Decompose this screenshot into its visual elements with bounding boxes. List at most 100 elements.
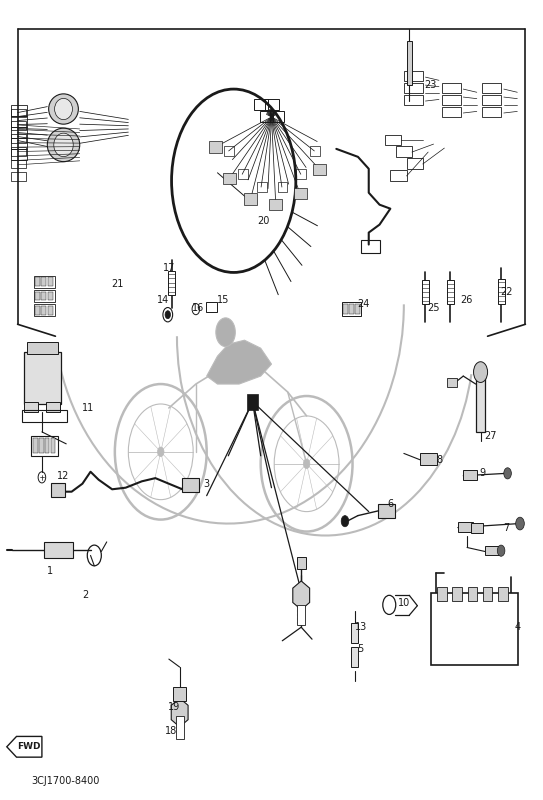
Bar xyxy=(351,623,358,643)
Bar xyxy=(471,522,483,533)
Text: 14: 14 xyxy=(157,295,169,306)
Bar xyxy=(265,99,279,110)
Bar xyxy=(209,142,222,153)
Text: 7: 7 xyxy=(503,522,510,533)
Ellipse shape xyxy=(54,133,73,157)
Circle shape xyxy=(473,362,488,382)
Bar xyxy=(34,304,55,316)
Bar xyxy=(269,199,282,210)
Text: FWD: FWD xyxy=(17,742,40,751)
Bar xyxy=(48,278,53,286)
Bar xyxy=(35,291,40,300)
Bar xyxy=(441,82,460,93)
Text: 13: 13 xyxy=(355,622,367,632)
Bar xyxy=(404,82,423,93)
Text: 25: 25 xyxy=(427,303,440,314)
Bar xyxy=(407,158,423,169)
Bar xyxy=(22,410,67,422)
Bar xyxy=(41,291,46,300)
Bar xyxy=(34,290,55,302)
Circle shape xyxy=(516,517,525,530)
Bar xyxy=(41,306,46,314)
Text: 11: 11 xyxy=(81,403,94,413)
Bar xyxy=(11,127,27,138)
Bar xyxy=(206,302,218,312)
Bar xyxy=(11,150,27,160)
Bar xyxy=(404,94,423,105)
Text: 12: 12 xyxy=(58,470,70,481)
Bar xyxy=(48,291,53,300)
Bar xyxy=(11,122,26,130)
Text: 4: 4 xyxy=(514,622,520,632)
Bar xyxy=(11,147,26,156)
Bar xyxy=(294,188,307,199)
Bar xyxy=(254,99,268,110)
Text: 27: 27 xyxy=(484,431,496,441)
Polygon shape xyxy=(293,581,310,610)
Bar xyxy=(48,306,53,314)
Bar xyxy=(298,557,306,569)
Ellipse shape xyxy=(55,98,72,120)
Text: 8: 8 xyxy=(436,454,442,465)
Bar xyxy=(11,106,27,116)
Bar xyxy=(33,438,37,454)
Bar xyxy=(11,116,27,126)
Text: 1: 1 xyxy=(47,566,53,577)
Text: 23: 23 xyxy=(425,80,437,90)
Bar xyxy=(41,278,46,286)
Bar xyxy=(498,279,505,304)
Bar xyxy=(51,438,55,454)
Text: 10: 10 xyxy=(397,598,410,608)
Bar xyxy=(407,42,412,85)
Bar xyxy=(168,271,175,294)
Bar xyxy=(385,134,401,145)
Bar xyxy=(446,281,453,304)
Bar xyxy=(244,194,257,205)
Text: 24: 24 xyxy=(357,299,370,310)
Bar xyxy=(482,106,501,117)
Text: 3CJ1700-8400: 3CJ1700-8400 xyxy=(31,776,99,786)
Circle shape xyxy=(341,515,349,526)
Text: 9: 9 xyxy=(479,468,485,478)
Ellipse shape xyxy=(47,128,80,162)
Text: 18: 18 xyxy=(166,726,178,736)
Polygon shape xyxy=(171,698,188,727)
Circle shape xyxy=(165,310,171,318)
Bar xyxy=(483,586,493,601)
Bar xyxy=(463,470,477,480)
Bar xyxy=(51,483,65,498)
Bar xyxy=(468,586,477,601)
Bar xyxy=(24,402,37,412)
Bar xyxy=(260,111,273,122)
Bar xyxy=(396,146,412,157)
Bar xyxy=(182,478,199,493)
Bar xyxy=(11,138,27,149)
Bar xyxy=(35,278,40,286)
Bar xyxy=(355,304,360,314)
Bar xyxy=(349,304,354,314)
Bar xyxy=(422,281,430,304)
Bar xyxy=(46,402,60,412)
Bar xyxy=(441,94,460,105)
Bar xyxy=(390,170,407,181)
Bar xyxy=(485,546,500,555)
Bar xyxy=(176,717,184,739)
Bar xyxy=(431,593,519,665)
Text: 6: 6 xyxy=(387,498,394,509)
Bar xyxy=(238,170,248,179)
Bar xyxy=(342,302,361,316)
Bar xyxy=(223,173,236,184)
Text: 21: 21 xyxy=(111,279,124,290)
Bar xyxy=(224,146,234,156)
Ellipse shape xyxy=(49,94,78,124)
Text: 26: 26 xyxy=(460,295,472,306)
Bar xyxy=(452,586,462,601)
Bar xyxy=(458,522,473,532)
Bar xyxy=(173,687,186,702)
Bar xyxy=(351,647,358,667)
Text: 16: 16 xyxy=(192,303,205,314)
Bar xyxy=(34,276,55,287)
Bar xyxy=(476,376,485,432)
Circle shape xyxy=(157,447,164,457)
Bar xyxy=(313,163,326,174)
